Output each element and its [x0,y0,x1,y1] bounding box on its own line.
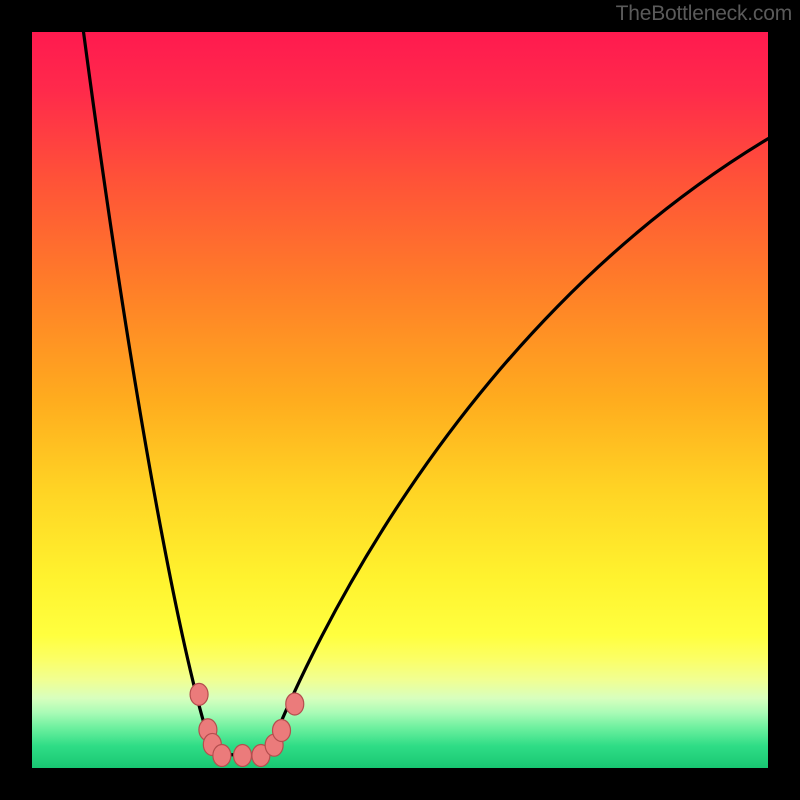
chart-background [32,32,768,768]
curve-marker [286,693,304,715]
bottleneck-chart [32,32,768,768]
watermark-text: TheBottleneck.com [616,2,792,26]
curve-marker [190,683,208,705]
curve-marker [273,719,291,741]
curve-marker [233,744,251,766]
curve-marker [213,744,231,766]
